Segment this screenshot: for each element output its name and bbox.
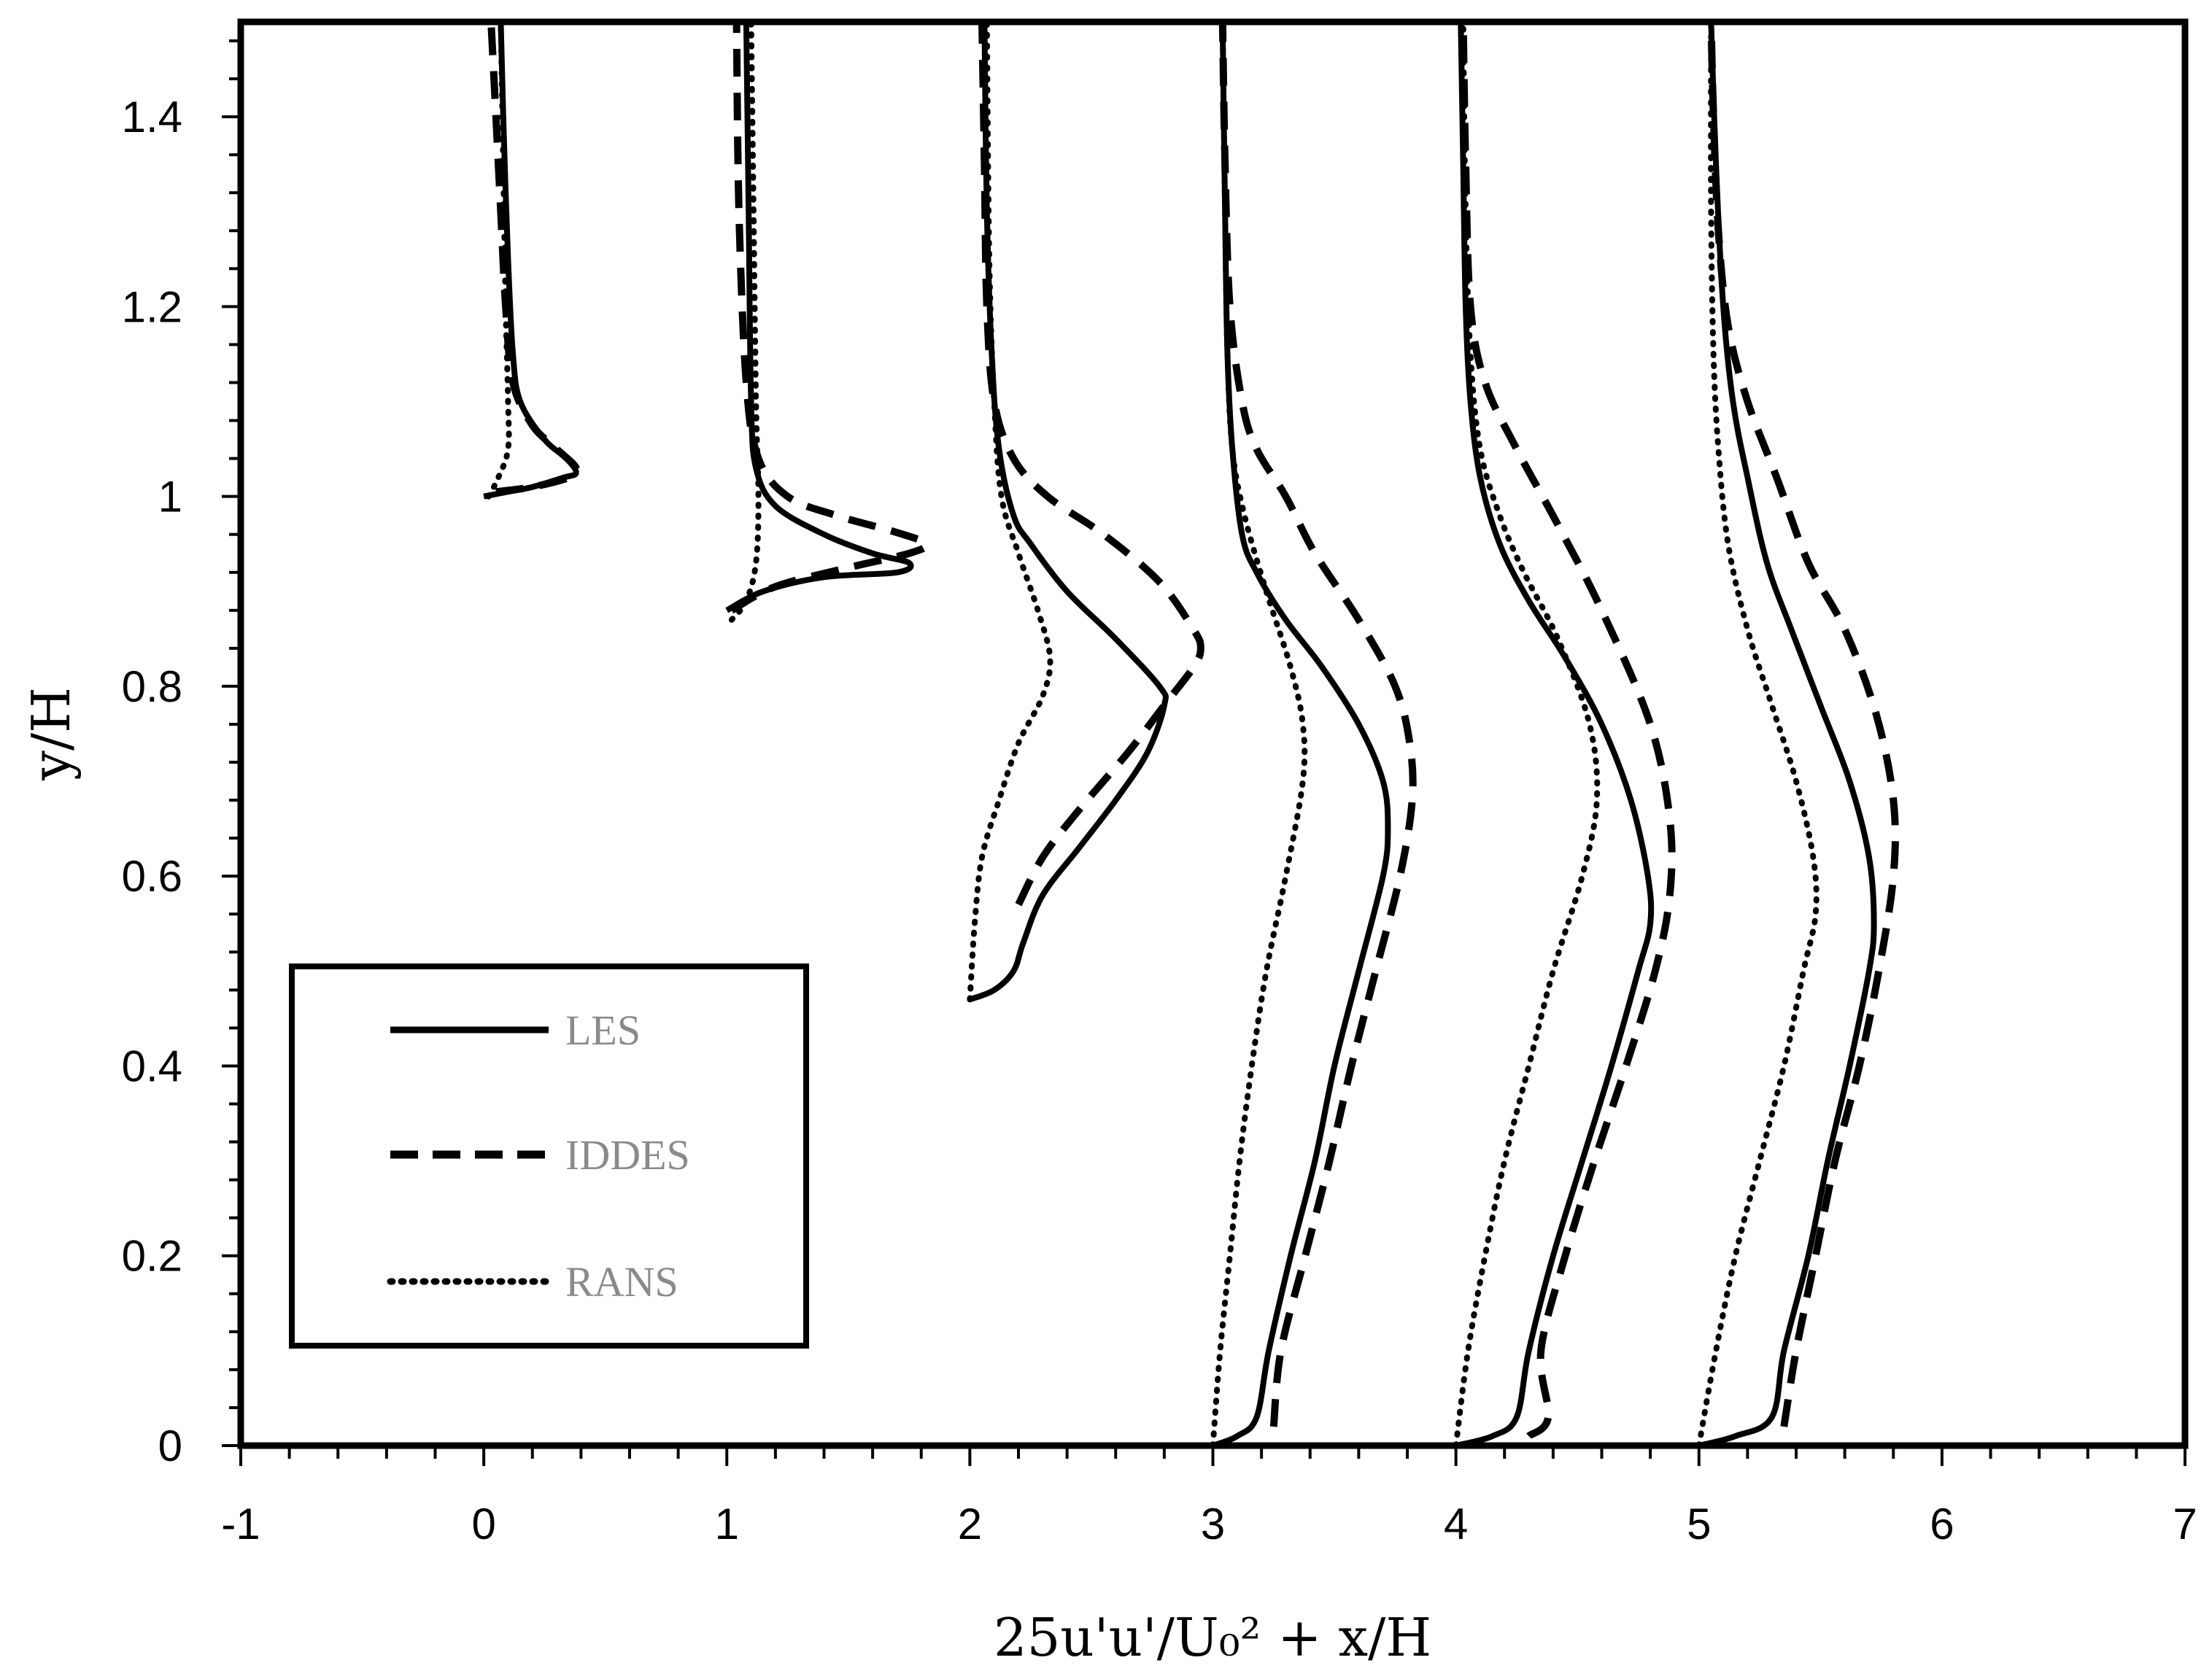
y-tick-label: 1 [158, 473, 182, 521]
x-tick-labels: -1 0 1 2 3 4 5 6 7 [221, 1500, 2197, 1548]
y-tick-label: 0 [158, 1422, 182, 1470]
x-tick-label: -1 [221, 1500, 260, 1548]
iddes-profile-x0 [487, 21, 581, 496]
x-tick-label: 7 [2173, 1500, 2197, 1548]
les-profile-x5 [1698, 21, 1877, 1449]
iddes-profile-x2 [978, 21, 1204, 907]
rans-profile-x0 [485, 19, 512, 500]
y-tick-label: 0.6 [122, 852, 182, 901]
x-tick-label: 3 [1201, 1500, 1225, 1548]
x-tick-label: 4 [1444, 1500, 1468, 1548]
les-profile-x4 [1455, 21, 1655, 1449]
legend-box [289, 963, 809, 1349]
legend-item-iddes: IDDES [390, 1131, 690, 1179]
y-axis-label: y/H [20, 687, 82, 781]
iddes-profile-x1 [730, 21, 930, 614]
y-tick-label: 1.4 [122, 93, 182, 141]
y-tick-labels: 0 0.2 0.4 0.6 0.8 1 1.2 1.4 [122, 93, 182, 1470]
les-profile-x2 [968, 21, 1169, 1003]
rans-profile-x2 [967, 19, 1053, 1003]
x-tick-label: 2 [958, 1500, 982, 1548]
x-tick-label: 5 [1687, 1500, 1711, 1548]
y-tick-label: 0.2 [122, 1232, 182, 1281]
x-tick-label: 1 [715, 1500, 739, 1548]
rans-profile-x5 [1695, 19, 1820, 1449]
legend-label-les: LES [565, 1007, 641, 1054]
profile-lines [483, 19, 1899, 1449]
y-tick-label: 0.8 [122, 662, 182, 711]
legend-label-rans: RANS [565, 1258, 678, 1306]
les-profile-x3 [1212, 21, 1391, 1449]
rans-profile-x4 [1453, 19, 1601, 1449]
legend-item-les: LES [390, 1007, 641, 1054]
y-tick-label: 1.2 [122, 282, 182, 331]
y-tick-label: 0.4 [122, 1042, 182, 1090]
iddes-profile-x4 [1459, 21, 1676, 1440]
x-axis-label: 25u'u'/U₀² + x/H [994, 1607, 1431, 1668]
legend-item-rans: RANS [387, 1258, 678, 1306]
rans-profile-x3 [1210, 19, 1308, 1449]
legend-label-iddes: IDDES [565, 1131, 690, 1179]
iddes-profile-x3 [1218, 21, 1417, 1427]
iddes-profile-x5 [1707, 21, 1899, 1427]
plot-frame [237, 18, 2189, 1449]
x-tick-label: 6 [1930, 1500, 1954, 1548]
legend: LES IDDES RANS [289, 963, 809, 1349]
x-tick-label: 0 [471, 1500, 495, 1548]
rans-profile-x1 [728, 19, 762, 623]
